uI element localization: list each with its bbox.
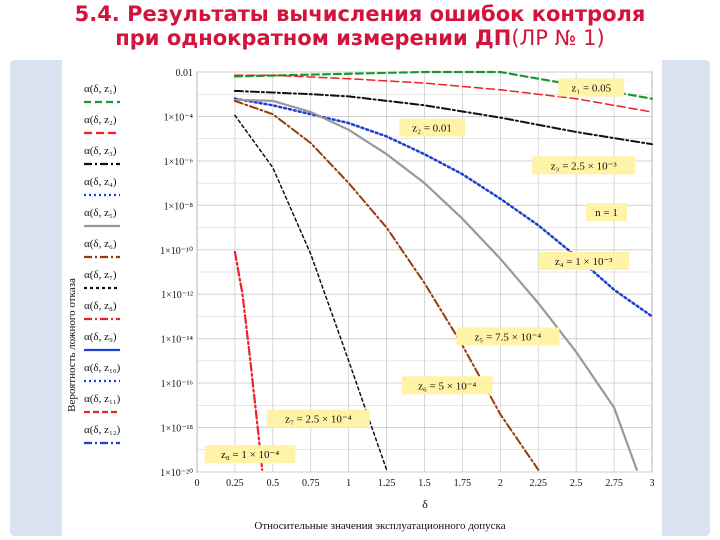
x-tick-label: 2.25: [530, 478, 548, 489]
annotation-bg: [586, 203, 627, 221]
series-line-z5: [233, 98, 638, 471]
annotation-box: z₇ = 2.5 × 10⁻⁴: [266, 409, 370, 428]
legend-label: α(δ, z₃): [84, 145, 117, 157]
x-tick-label: 1.75: [454, 478, 472, 489]
series-line-z6: [233, 99, 540, 471]
legend-label: α(δ, z₅): [84, 207, 117, 219]
x-axis-symbol: δ: [422, 497, 428, 511]
x-tick-label: 1.25: [378, 478, 396, 489]
annotation-label: z₄ = 1 × 10⁻³: [555, 256, 613, 268]
x-tick-label: 0.25: [226, 478, 244, 489]
y-tick-label: 0.01: [176, 68, 194, 79]
x-axis-label: Относительные значения эксплуатационного…: [254, 520, 505, 532]
y-tick-label: 1×10⁻⁴: [164, 112, 194, 123]
series-line-z2: [234, 74, 653, 113]
annotation-label: z₆ = 5 × 10⁻⁴: [418, 380, 476, 392]
x-tick-label: 3: [650, 478, 655, 489]
y-tick-label: 1×10⁻¹⁰: [160, 246, 193, 257]
annotation-bg: [558, 78, 625, 97]
legend-label: α(δ, z₇): [84, 269, 117, 281]
y-tick-label: 1×10⁻¹⁶: [161, 379, 194, 390]
legend-label: α(δ, z₁₀): [84, 362, 121, 374]
title-line-2-plain: (ЛР № 1): [511, 26, 605, 50]
annotation-bg: [538, 251, 630, 270]
slide-title: 5.4. Результаты вычисления ошибок контро…: [0, 2, 720, 50]
y-tick-label: 1×10⁻²⁰: [160, 468, 193, 479]
annotation-bg: [266, 409, 370, 428]
series-line-z7: [234, 114, 388, 471]
axes: 0 0.25 0.5 0.75 1 1.25 1.5 1.75 2 2.25 2.5 2.75 3 0.0…: [160, 68, 654, 489]
x-tick-label: 1: [346, 478, 351, 489]
y-tick-label: 1×10⁻⁸: [164, 201, 194, 212]
legend-label: α(δ, z₄): [84, 176, 117, 188]
y-tick-label: 1×10⁻¹²: [161, 290, 193, 301]
annotation-box: z₆ = 5 × 10⁻⁴: [401, 376, 493, 395]
annotation-box: z₁ = 0.05: [558, 78, 625, 97]
x-tick-label: 2.5: [570, 478, 583, 489]
x-tick-label: 0.5: [267, 478, 280, 489]
legend-label: α(δ, z₁): [84, 83, 117, 95]
legend-label: α(δ, z₉): [84, 331, 117, 343]
annotation-box: n = 1: [586, 203, 627, 221]
annotation-box: z₂ = 0.01: [399, 118, 465, 137]
title-line-2: при однократном измерении ДП(ЛР № 1): [0, 26, 720, 50]
y-tick-label: 1×10⁻¹⁴: [161, 335, 194, 346]
y-tick-label: 1×10⁻⁶: [164, 157, 194, 168]
title-line-2-bold: при однократном измерении ДП: [115, 26, 512, 50]
x-tick-label: 0: [195, 478, 200, 489]
series-line-z3: [233, 89, 653, 146]
annotation-box: z₅ = 7.5 × 10⁻⁴: [456, 327, 560, 346]
x-tick-label: 2: [498, 478, 503, 489]
annotation-label: z₁ = 0.05: [571, 83, 611, 95]
annotation-bg: [204, 445, 296, 464]
annotation-label: z₇ = 2.5 × 10⁻⁴: [285, 414, 352, 426]
chart: 0 0.25 0.5 0.75 1 1.25 1.5 1.75 2 2.25 2.5 2.75 3 0.0…: [66, 68, 655, 532]
annotation-label: n = 1: [595, 207, 618, 219]
legend-label: α(δ, z₁₁): [84, 393, 121, 405]
annotation-label: z₅ = 7.5 × 10⁻⁴: [475, 331, 542, 343]
annotation-bg: [401, 376, 493, 395]
annotation-box: z₃ = 2.5 × 10⁻³: [532, 156, 636, 175]
annotation-bg: [456, 327, 560, 346]
annotation-box: z₈ = 1 × 10⁻⁴: [204, 445, 296, 464]
annotations: z₁ = 0.05 z₂ = 0.01 z₃ = 2.5 × 10⁻³ n = 1 z₄…: [204, 78, 636, 464]
annotation-label: z₈ = 1 × 10⁻⁴: [221, 449, 279, 461]
legend: α(δ, z₁) α(δ, z₂) α(δ, z₃) α(δ, z₄) α(δ, z₅)…: [84, 83, 121, 445]
x-tick-label: 2.75: [605, 478, 623, 489]
x-tick-label: 0.75: [302, 478, 320, 489]
annotation-bg: [532, 156, 636, 175]
y-axis-label: Вероятность ложного отказа: [66, 278, 78, 412]
annotation-label: z₃ = 2.5 × 10⁻³: [551, 160, 618, 172]
annotation-bg: [399, 118, 465, 137]
x-tick-label: 1.5: [418, 478, 431, 489]
y-tick-label: 1×10⁻¹⁸: [161, 424, 194, 435]
annotation-box: z₄ = 1 × 10⁻³: [538, 251, 630, 270]
series-lines: [233, 70, 654, 471]
annotation-label: z₂ = 0.01: [412, 123, 452, 135]
title-line-1: 5.4. Результаты вычисления ошибок контро…: [74, 2, 646, 26]
legend-label: α(δ, z₆): [84, 238, 117, 250]
series-line-z8: [233, 250, 264, 471]
legend-label: α(δ, z₁₂): [84, 424, 121, 436]
legend-label: α(δ, z₂): [84, 114, 117, 126]
legend-label: α(δ, z₈): [84, 300, 117, 312]
